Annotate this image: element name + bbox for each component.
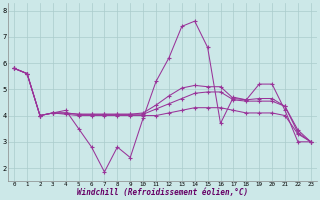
X-axis label: Windchill (Refroidissement éolien,°C): Windchill (Refroidissement éolien,°C) (77, 188, 248, 197)
